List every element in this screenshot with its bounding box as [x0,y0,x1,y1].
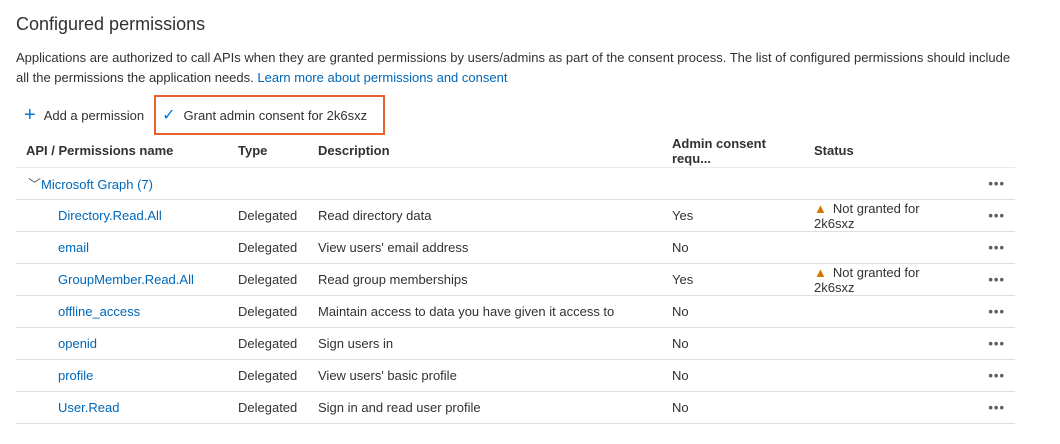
more-icon[interactable]: ••• [965,295,1015,328]
table-row: GroupMember.Read.All Delegated Read grou… [16,263,1015,296]
type-cell: Delegated [228,391,308,424]
permission-link[interactable]: GroupMember.Read.All [58,272,194,287]
table-row: profile Delegated View users' basic prof… [16,359,1015,392]
admin-consent-cell: No [662,231,804,264]
permissions-table: API / Permissions name Type Description … [16,134,1015,424]
status-cell [804,359,965,392]
status-text: Not granted for 2k6sxz [814,200,920,231]
description-cell: Maintain access to data you have given i… [308,295,662,328]
col-description[interactable]: Description [308,134,662,168]
warning-icon: ▲ [814,264,827,280]
permission-link[interactable]: profile [58,368,94,383]
chevron-down-icon: ﹀ [28,177,42,192]
status-cell: ▲ Not granted for 2k6sxz [804,199,965,232]
col-actions [965,134,1015,168]
table-row: Directory.Read.All Delegated Read direct… [16,199,1015,232]
grant-label: Grant admin consent for 2k6sxz [183,107,368,123]
group-label: Microsoft Graph (7) [41,177,153,192]
toolbar: + Add a permission ✓ Grant admin consent f… [16,95,386,135]
type-cell: Delegated [228,327,308,360]
type-cell: Delegated [228,295,308,328]
group-row: ﹀Microsoft Graph (7) ••• [16,167,1015,200]
type-cell: Delegated [228,359,308,392]
table-row: offline_access Delegated Maintain access… [16,295,1015,328]
intro-text: Applications are authorized to call APIs… [16,48,1026,88]
intro-body: Applications are authorized to call APIs… [16,50,1011,85]
description-cell: Sign users in [308,327,662,360]
status-cell [804,231,965,264]
table-row: email Delegated View users' email addres… [16,231,1015,264]
permission-link[interactable]: openid [58,336,98,351]
col-status[interactable]: Status [804,134,965,168]
grant-admin-consent-button[interactable]: ✓ Grant admin consent for 2k6sxz [154,95,386,135]
more-icon[interactable]: ••• [965,327,1015,360]
warning-icon: ▲ [814,200,827,216]
learn-more-link[interactable]: Learn more about permissions and consent [257,70,508,85]
description-cell: Read group memberships [308,263,662,296]
status-text: Not granted for 2k6sxz [814,264,920,295]
admin-consent-cell: Yes [662,263,804,296]
type-cell: Delegated [228,199,308,232]
permission-link[interactable]: Directory.Read.All [58,208,162,223]
admin-consent-cell: No [662,295,804,328]
more-icon[interactable]: ••• [965,359,1015,392]
plus-icon: + [24,103,36,126]
col-admin-consent[interactable]: Admin consent requ... [662,134,804,168]
status-cell [804,327,965,360]
more-icon[interactable]: ••• [965,167,1015,200]
col-type[interactable]: Type [228,134,308,168]
admin-consent-cell: Yes [662,199,804,232]
more-icon[interactable]: ••• [965,391,1015,424]
permission-link[interactable]: offline_access [58,304,141,319]
permission-link[interactable]: User.Read [58,400,120,415]
type-cell: Delegated [228,263,308,296]
status-cell [804,391,965,424]
description-cell: View users' email address [308,231,662,264]
more-icon[interactable]: ••• [965,231,1015,264]
page-title: Configured permissions [16,14,206,34]
more-icon[interactable]: ••• [965,199,1015,232]
table-row: User.Read Delegated Sign in and read use… [16,391,1015,424]
status-cell: ▲ Not granted for 2k6sxz [804,263,965,296]
description-cell: View users' basic profile [308,359,662,392]
add-permission-label: Add a permission [43,107,145,123]
admin-consent-cell: No [662,359,804,392]
permission-link[interactable]: email [58,240,90,255]
status-cell [804,295,965,328]
add-permission-button[interactable]: + Add a permission [16,96,152,134]
admin-consent-cell: No [662,327,804,360]
table-row: openid Delegated Sign users in No ••• [16,327,1015,360]
admin-consent-cell: No [662,391,804,424]
description-cell: Read directory data [308,199,662,232]
col-api-name[interactable]: API / Permissions name [16,134,228,168]
more-icon[interactable]: ••• [965,263,1015,296]
checkmark-icon: ✓ [162,107,176,124]
description-cell: Sign in and read user profile [308,391,662,424]
group-toggle[interactable]: ﹀Microsoft Graph (7) [28,177,153,192]
type-cell: Delegated [228,231,308,264]
